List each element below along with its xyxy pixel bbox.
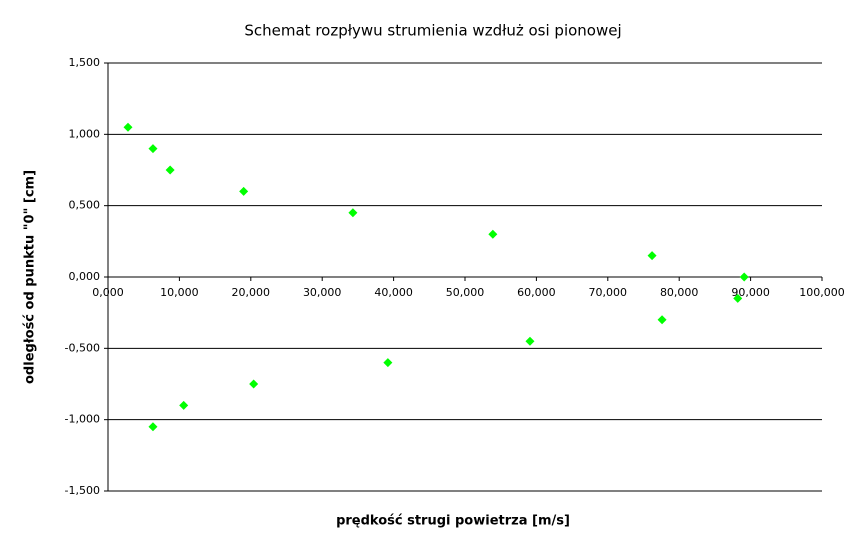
- x-tick-label: 40,000: [374, 286, 413, 299]
- y-tick-label: 1,000: [69, 127, 101, 140]
- point: [348, 208, 358, 218]
- x-tick-label: 10,000: [160, 286, 199, 299]
- y-tick-label: 0,000: [69, 270, 101, 283]
- x-tick-label: 100,000: [799, 286, 845, 299]
- x-tick-label: 90,000: [731, 286, 770, 299]
- x-tick-label: 60,000: [517, 286, 556, 299]
- y-tick-label: -1,500: [65, 484, 100, 497]
- point: [657, 315, 667, 325]
- y-tick-label: 1,500: [69, 56, 101, 69]
- x-tick-label: 70,000: [589, 286, 628, 299]
- y-tick-label: -0,500: [65, 341, 100, 354]
- x-tick-label: 20,000: [232, 286, 271, 299]
- x-tick-label: 30,000: [303, 286, 342, 299]
- x-tick-label: 50,000: [446, 286, 485, 299]
- x-tick-label: 0,000: [92, 286, 124, 299]
- point: [148, 422, 158, 432]
- point: [733, 293, 743, 303]
- y-axis-title: odległość od punktu "0" [cm]: [23, 170, 38, 384]
- y-tick-label: 0,500: [69, 199, 101, 212]
- x-tick-label: 80,000: [660, 286, 699, 299]
- point: [165, 165, 175, 175]
- point: [383, 358, 393, 368]
- point: [249, 379, 259, 389]
- x-axis-title: prędkość strugi powietrza [m/s]: [336, 514, 570, 529]
- point: [123, 122, 133, 132]
- point: [488, 229, 498, 239]
- point: [647, 251, 657, 261]
- point: [525, 336, 535, 346]
- y-tick-label: -1,000: [65, 413, 100, 426]
- point: [739, 272, 749, 282]
- chart-title: Schemat rozpływu strumienia wzdłuż osi p…: [244, 22, 621, 40]
- point: [148, 144, 158, 154]
- point: [239, 186, 249, 196]
- point: [179, 400, 189, 410]
